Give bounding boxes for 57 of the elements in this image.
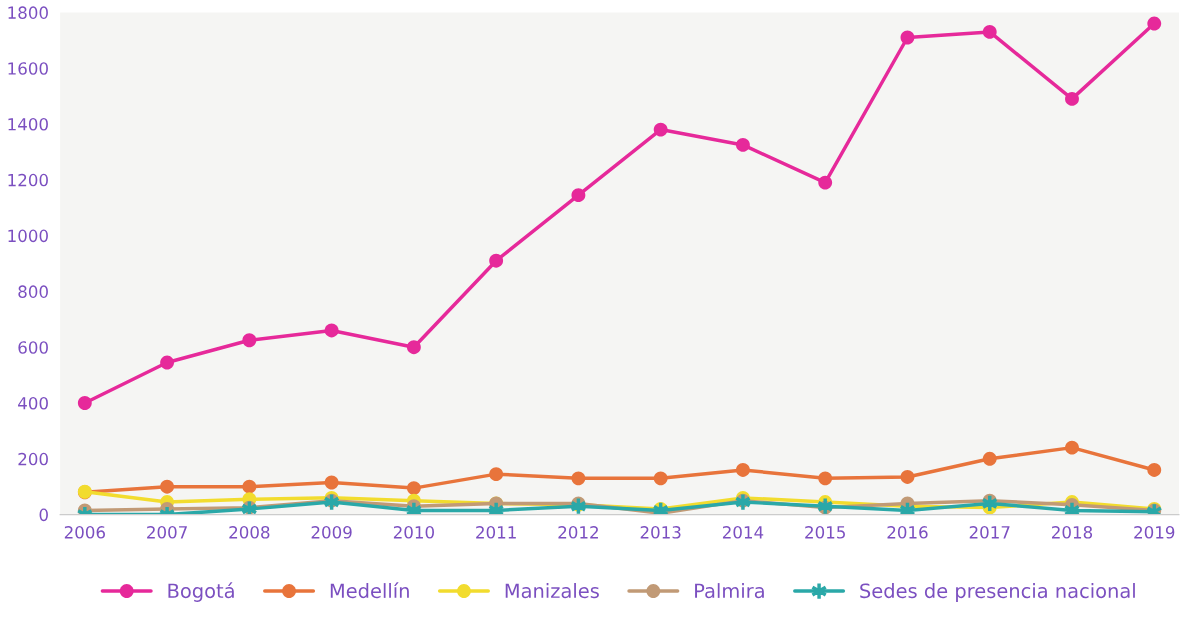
point [1147,463,1162,477]
point [160,479,175,494]
x-tick-label: 2012 [558,526,598,539]
y-tick-label: 600 [18,341,48,354]
point [982,451,997,466]
legend-label: Manizales [505,583,599,599]
x-tick-label: 2016 [887,526,928,539]
y-tick-label: 1400 [8,117,48,131]
point [242,333,257,348]
point [160,355,175,370]
point [900,30,915,45]
point [324,475,339,490]
y-tick-label: 1800 [8,6,48,19]
point [77,396,92,410]
point [653,122,668,137]
x-tick-label: 2009 [311,526,352,539]
legend-label: Palmira [695,583,764,599]
point [736,137,750,152]
point [242,479,257,494]
y-tick-label: 1000 [8,229,48,243]
x-tick-label: 2017 [969,526,1010,539]
y-tick-label: 1200 [8,173,48,187]
point [900,469,915,484]
point [816,496,834,515]
x-tick-label: 2019 [1134,526,1175,539]
x-tick-label: 2015 [805,526,845,539]
x-tick-label: 2006 [64,526,105,539]
point [818,175,833,190]
point [1147,16,1162,31]
legend-label: Bogotá [168,582,234,602]
y-tick-label: 200 [18,452,48,466]
point [736,463,750,477]
point [571,471,586,486]
y-tick-label: 800 [18,285,48,298]
point [982,24,997,39]
x-tick-label: 2013 [640,526,681,539]
point [324,323,339,338]
x-tick-label: 2014 [722,526,764,539]
point [571,188,586,203]
x-tick-label: 2007 [147,526,187,539]
y-tick-label: 1600 [8,62,48,75]
point [1065,91,1079,106]
legend-label: Medellín [330,582,409,599]
y-tick-label: 400 [18,396,48,410]
x-tick-label: 2008 [229,526,270,539]
point [489,253,504,268]
point [818,471,833,486]
point [489,467,504,482]
point [1065,440,1079,455]
point [406,340,421,355]
point [653,471,668,486]
y-tick-label: 0 [39,508,48,522]
legend-label: Sedes de presencia nacional [860,583,1135,602]
x-tick-label: 2011 [476,526,516,539]
x-tick-label: 2010 [393,526,434,539]
point [406,481,421,496]
x-tick-label: 2018 [1052,526,1093,539]
